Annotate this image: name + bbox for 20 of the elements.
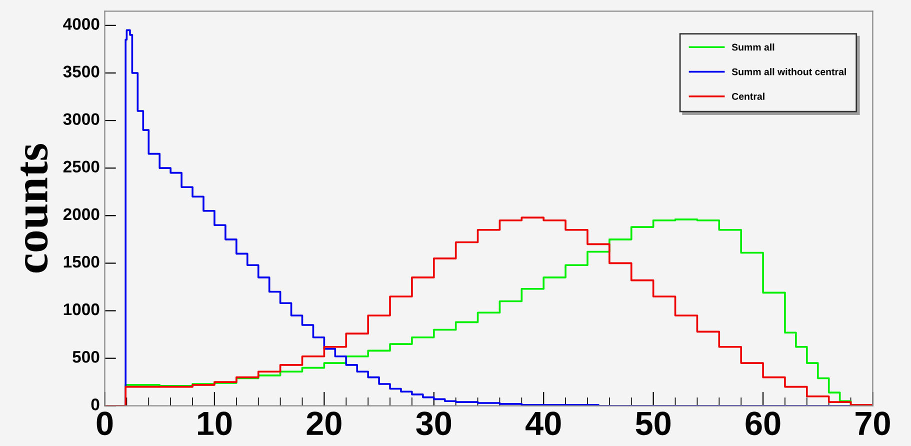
y-tick-label: 4000 bbox=[63, 18, 100, 30]
legend-label: Summ all bbox=[732, 43, 774, 51]
y-tick-label: 1000 bbox=[64, 303, 100, 316]
y-tick-label: 1500 bbox=[64, 256, 100, 268]
y-tick-label: 2500 bbox=[63, 160, 100, 173]
x-tick-label: 60 bbox=[746, 412, 780, 436]
x-tick-label: 10 bbox=[198, 412, 232, 436]
x-tick-label: 70 bbox=[856, 412, 890, 436]
y-tick-label: 2000 bbox=[63, 208, 100, 220]
x-tick-label: 20 bbox=[306, 412, 342, 436]
x-tick-label: 30 bbox=[416, 412, 452, 436]
y-tick-label: 3000 bbox=[63, 113, 100, 126]
y-axis-title: counts bbox=[20, 144, 48, 272]
x-tick-label: 50 bbox=[636, 412, 670, 436]
y-tick-label: 3500 bbox=[63, 66, 100, 78]
y-tick-label: 0 bbox=[91, 398, 100, 410]
x-tick-label: 40 bbox=[526, 412, 561, 436]
legend-label: Summ all without central bbox=[732, 68, 846, 76]
y-tick-label: 500 bbox=[72, 350, 100, 363]
legend-label: Central bbox=[732, 92, 764, 100]
